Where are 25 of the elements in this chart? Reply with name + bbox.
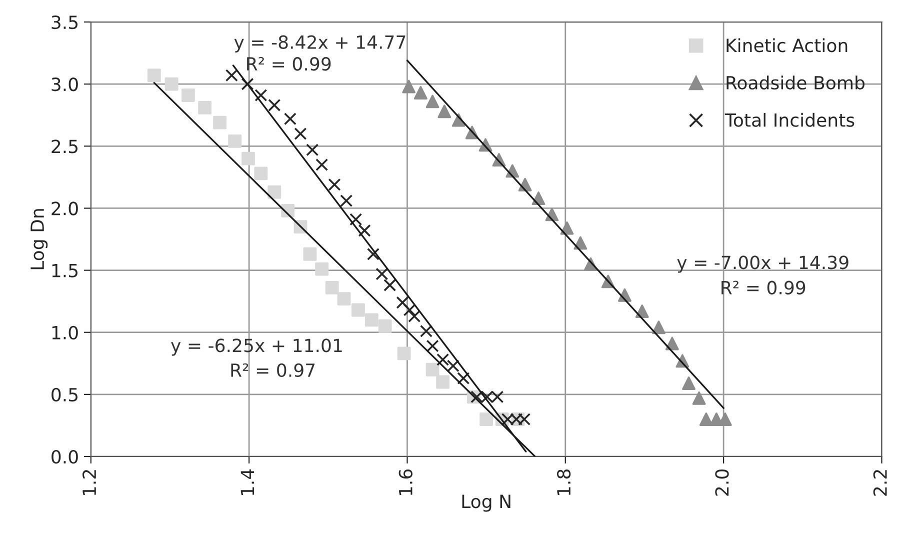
annotation: y = -8.42x + 14.77	[234, 35, 406, 52]
x-tick-label: 1.2	[82, 470, 96, 496]
y-tick-label: 1.5	[52, 264, 78, 278]
annotation: R² = 0.97	[231, 363, 315, 378]
y-tick-label: 1.0	[52, 326, 78, 340]
legend-label: Total Incidents	[724, 112, 854, 127]
y-tick-label: 2.5	[52, 140, 78, 154]
y-tick-label: 3.0	[52, 78, 78, 92]
annotation: y = -7.00x + 14.39	[677, 256, 848, 273]
annotation: R² = 0.99	[722, 280, 806, 294]
x-tick-label: 1.4	[240, 469, 254, 496]
legend-label: Roadside Bomb	[726, 76, 864, 90]
x-tick-label: 2.2	[873, 470, 887, 496]
y-tick-label: 2.0	[52, 202, 78, 216]
y-tick-label: 3.5	[52, 15, 78, 30]
legend-label: Kinetic Action	[726, 38, 848, 52]
x-tick-label: 1.8	[556, 470, 571, 496]
y-tick-label: 0.0	[52, 450, 78, 464]
y-axis-title: Log Dn	[30, 209, 48, 270]
annotation: R² = 0.99	[247, 57, 331, 71]
annotation: y = -6.25x + 11.01	[171, 338, 342, 356]
x-axis-title: Log N	[462, 494, 510, 512]
x-tick-label: 2.0	[715, 470, 729, 496]
y-tick-label: 0.5	[52, 388, 78, 402]
x-tick-label: 1.6	[398, 469, 412, 496]
